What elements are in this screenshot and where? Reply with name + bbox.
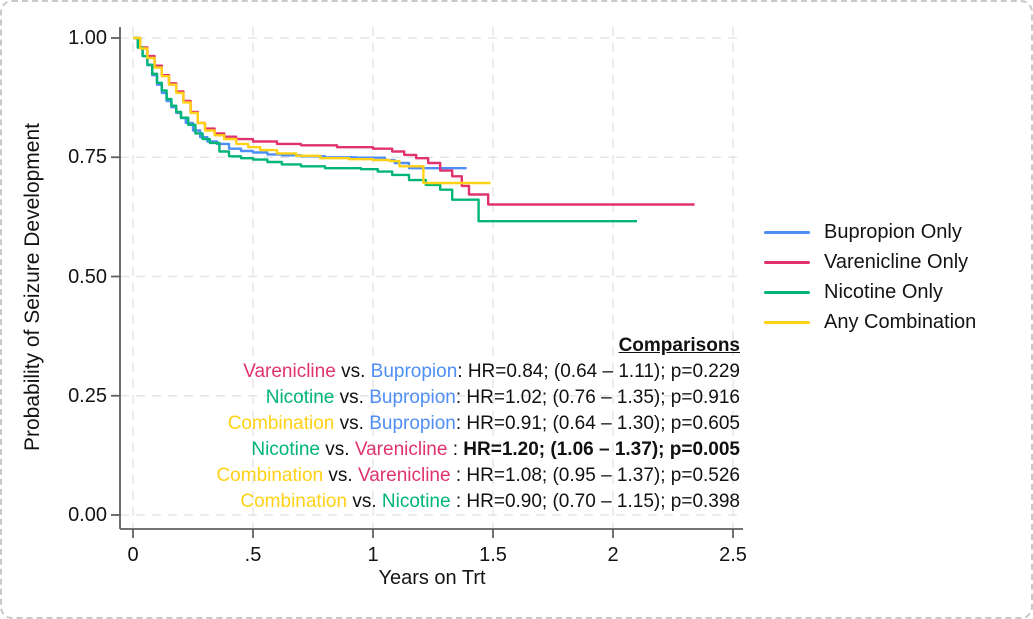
y-tick-label: 0.25 <box>68 384 107 407</box>
comparison-colon: : <box>447 439 464 460</box>
comparison-colon: : <box>455 387 467 408</box>
legend-line-swatch <box>764 230 810 234</box>
legend-item: Nicotine Only <box>764 277 976 307</box>
comparison-stats: HR=0.90; (0.70 – 1.15); p=0.398 <box>466 491 740 512</box>
x-tick-label: 0 <box>127 544 139 566</box>
legend-item: Any Combination <box>764 307 976 337</box>
comparison-drug-a: Combination <box>216 465 324 486</box>
comparison-row: Nicotine vs. Bupropion: HR=1.02; (0.76 –… <box>216 385 740 411</box>
x-axis-title: Years on Trt <box>378 567 486 589</box>
legend-label: Varenicline Only <box>824 250 969 273</box>
y-tick-label: 0.00 <box>68 504 107 526</box>
curve-nicotine-only <box>133 36 637 223</box>
legend-label: Any Combination <box>824 310 977 333</box>
comparison-stats: HR=1.02; (0.76 – 1.35); p=0.916 <box>466 387 740 408</box>
comparison-drug-b: Bupropion <box>370 361 458 382</box>
legend-item: Bupropion Only <box>764 217 976 247</box>
y-tick-label: 0.50 <box>68 265 107 288</box>
legend-line-swatch <box>764 320 810 324</box>
comparisons-block: Comparisons Varenicline vs. Bupropion: H… <box>216 333 740 515</box>
x-tick-label: .5 <box>244 544 262 566</box>
comparison-drug-b: Nicotine <box>381 491 451 512</box>
y-tick-label: 1.00 <box>68 27 107 49</box>
y-tick-label: 0.75 <box>68 146 107 169</box>
comparison-colon: : <box>457 361 468 382</box>
comparison-drug-a: Combination <box>240 491 348 512</box>
x-tick-label: 2 <box>607 544 619 566</box>
comparison-colon: : <box>450 491 467 512</box>
comparison-drug-b: Bupropion <box>369 413 456 434</box>
comparison-drug-b: Bupropion <box>369 387 456 408</box>
legend-label: Bupropion Only <box>824 220 962 243</box>
comparison-drug-a: Varenicline <box>243 361 336 382</box>
curve-any-combination <box>133 36 491 185</box>
comparison-row: Varenicline vs. Bupropion: HR=0.84; (0.6… <box>216 359 740 385</box>
vs-label: vs. <box>323 465 358 486</box>
comparison-stats: HR=0.84; (0.64 – 1.11); p=0.229 <box>467 361 740 382</box>
legend-line-swatch <box>764 290 810 294</box>
legend-item: Varenicline Only <box>764 247 976 277</box>
x-tick-label: 2.5 <box>719 544 747 566</box>
legend: Bupropion Only Varenicline Only Nicotine O… <box>764 217 976 337</box>
comparison-row: Combination vs. Varenicline : HR=1.08; (… <box>216 463 740 489</box>
comparison-colon: : <box>455 413 467 434</box>
comparison-drug-a: Combination <box>227 413 335 434</box>
comparison-row: Combination vs. Bupropion: HR=0.91; (0.6… <box>216 411 740 437</box>
vs-label: vs. <box>347 491 382 512</box>
comparison-colon: : <box>450 465 467 486</box>
comparison-row: Nicotine vs. Varenicline : HR=1.20; (1.0… <box>216 437 740 463</box>
comparison-stats: HR=1.20; (1.06 – 1.37); p=0.005 <box>463 439 740 460</box>
comparison-stats: HR=0.91; (0.64 – 1.30); p=0.605 <box>466 413 740 434</box>
vs-label: vs. <box>334 413 370 434</box>
comparisons-title: Comparisons <box>618 335 740 356</box>
comparison-drug-b: Varenicline <box>354 439 448 460</box>
comparison-stats: HR=1.08; (0.95 – 1.37); p=0.526 <box>466 465 740 486</box>
vs-label: vs. <box>335 361 371 382</box>
legend-label: Nicotine Only <box>824 280 943 303</box>
comparison-row: Combination vs. Nicotine : HR=0.90; (0.7… <box>216 489 740 515</box>
vs-label: vs. <box>334 387 370 408</box>
comparison-drug-a: Nicotine <box>251 439 320 460</box>
x-tick-label: 1 <box>367 544 379 566</box>
x-tick-label: 1.5 <box>479 544 507 566</box>
legend-line-swatch <box>764 260 810 264</box>
comparison-drug-b: Varenicline <box>357 465 451 486</box>
comparison-drug-a: Nicotine <box>265 387 335 408</box>
vs-label: vs. <box>320 439 355 460</box>
